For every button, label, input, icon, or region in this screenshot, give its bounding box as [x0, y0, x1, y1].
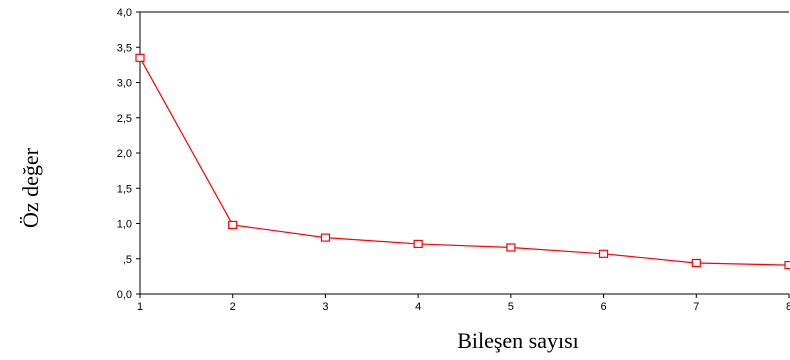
data-point-marker — [320, 233, 331, 242]
data-point-marker — [691, 258, 701, 268]
x-tick-label: 1 — [137, 301, 143, 313]
x-tick-label: 8 — [786, 301, 790, 313]
y-tick-label: 3,5 — [117, 42, 132, 54]
data-point-marker — [598, 249, 609, 258]
data-point-marker — [135, 53, 145, 62]
y-tick-label: 2,5 — [117, 113, 132, 125]
data-point-marker — [228, 220, 238, 230]
y-tick-label: 1,0 — [117, 219, 132, 231]
x-tick-label: 4 — [415, 301, 421, 313]
y-tick-label: 3,0 — [117, 78, 132, 90]
x-axis-ticks: 1 2 3 4 5 6 7 8 — [137, 294, 790, 313]
data-point-marker — [413, 239, 423, 249]
y-axis-ticks: 0,0 ,5 1,0 1,5 2,0 2,5 3,0 3,5 4,0 — [117, 7, 140, 301]
x-tick-label: 6 — [601, 301, 607, 313]
y-tick-label: 1,5 — [117, 183, 132, 195]
y-tick-label: 2,0 — [117, 148, 132, 160]
y-tick-label: 0,0 — [117, 289, 132, 301]
x-axis-title: Bileşen sayısı — [457, 328, 579, 353]
series-line — [139, 57, 790, 266]
y-tick-label: 4,0 — [117, 7, 132, 19]
x-tick-label: 7 — [693, 301, 699, 313]
series-group — [135, 53, 790, 270]
x-tick-label: 3 — [322, 301, 328, 313]
y-axis-title: Öz değer — [18, 147, 43, 228]
x-tick-label: 2 — [230, 301, 236, 313]
x-tick-label: 5 — [508, 301, 514, 313]
plot-area — [139, 11, 789, 295]
y-tick-label: ,5 — [123, 254, 132, 266]
data-point-marker — [784, 260, 790, 270]
data-point-marker — [506, 243, 516, 252]
